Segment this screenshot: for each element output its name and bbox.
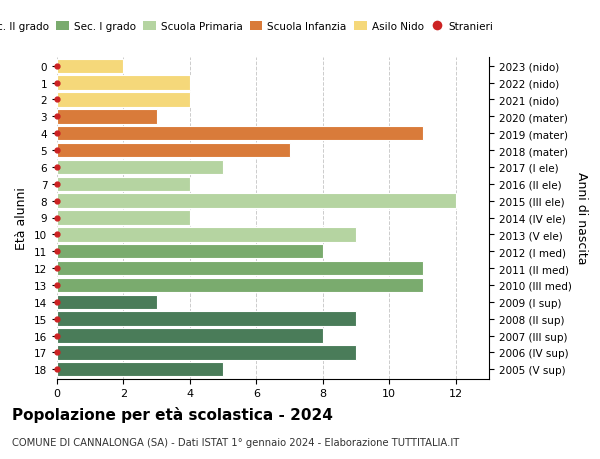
Text: Popolazione per età scolastica - 2024: Popolazione per età scolastica - 2024 (12, 406, 333, 422)
Text: COMUNE DI CANNALONGA (SA) - Dati ISTAT 1° gennaio 2024 - Elaborazione TUTTITALIA: COMUNE DI CANNALONGA (SA) - Dati ISTAT 1… (12, 437, 459, 447)
Bar (57, 261, 422, 276)
Bar (57, 312, 356, 326)
Bar (57, 60, 124, 74)
Y-axis label: Anni di nascita: Anni di nascita (575, 172, 588, 264)
Bar (57, 110, 157, 124)
Bar (57, 211, 190, 225)
Bar (57, 76, 190, 90)
Bar (57, 228, 356, 242)
Bar (57, 194, 456, 208)
Bar (57, 160, 223, 175)
Bar (57, 346, 356, 360)
Bar (57, 245, 323, 259)
Bar (57, 177, 190, 191)
Bar (57, 295, 157, 309)
Y-axis label: Età alunni: Età alunni (16, 187, 28, 249)
Bar (57, 127, 422, 141)
Bar (57, 362, 223, 376)
Bar (57, 329, 323, 343)
Bar (57, 278, 422, 292)
Legend: Sec. II grado, Sec. I grado, Scuola Primaria, Scuola Infanzia, Asilo Nido, Stran: Sec. II grado, Sec. I grado, Scuola Prim… (0, 17, 498, 36)
Bar (57, 144, 290, 158)
Bar (57, 93, 190, 107)
